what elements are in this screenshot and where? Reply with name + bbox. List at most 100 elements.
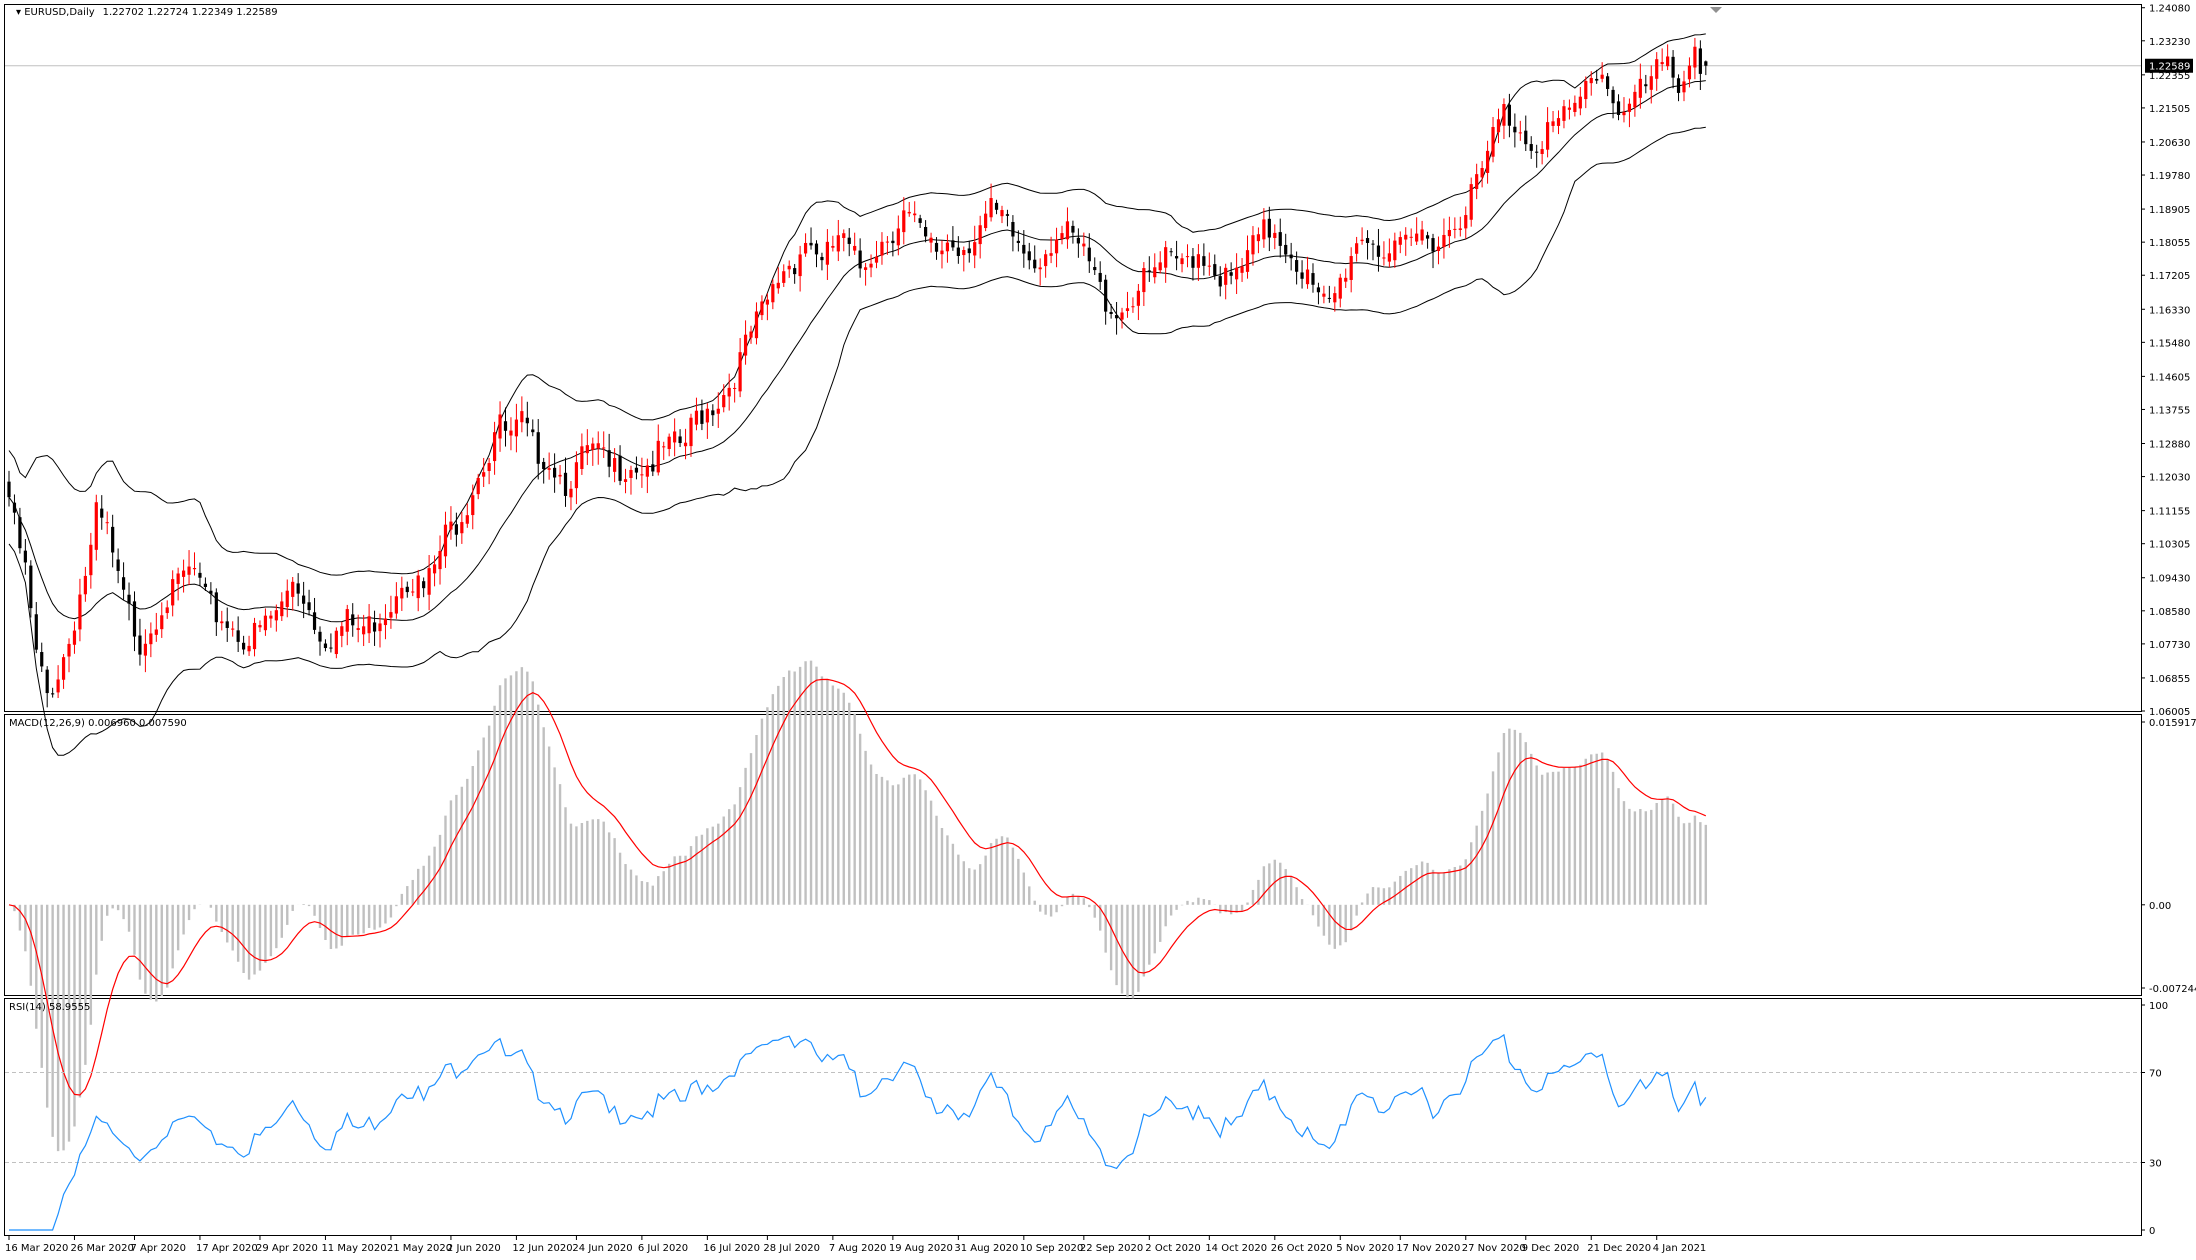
- macd-title: MACD(12,26,9) 0.006960 0.007590: [9, 718, 187, 729]
- symbol-label: EURUSD,Daily: [24, 7, 95, 18]
- price-axis-label: 1.13755: [2149, 405, 2190, 416]
- candle-body: [1224, 267, 1228, 285]
- candle-body: [929, 237, 933, 243]
- candle-body: [443, 524, 448, 557]
- time-axis-label: 16 Mar 2020: [5, 1243, 68, 1254]
- candle-body: [1016, 240, 1020, 244]
- candle-body: [662, 446, 666, 448]
- candle-body: [1022, 244, 1026, 254]
- candle-body: [378, 623, 382, 632]
- candle-body: [203, 583, 208, 587]
- candle-body: [1502, 104, 1506, 126]
- candle-body: [1382, 257, 1386, 259]
- candle-body: [362, 626, 366, 635]
- candle-body: [34, 614, 38, 650]
- candle-body: [1529, 144, 1533, 151]
- candle-body: [121, 577, 126, 590]
- candle-body: [198, 572, 202, 578]
- time-axis-label: 14 Oct 2020: [1205, 1243, 1267, 1254]
- candle-body: [1076, 237, 1080, 244]
- candle-body: [422, 581, 426, 589]
- candle-body: [558, 474, 562, 477]
- candle-body: [1671, 56, 1675, 78]
- candle-body: [607, 450, 611, 467]
- candle-body: [1524, 130, 1528, 145]
- candle-body: [72, 630, 77, 645]
- candle-body: [1436, 246, 1441, 251]
- candle-body: [220, 621, 224, 624]
- candle-body: [1458, 228, 1462, 230]
- time-axis-label: 21 Dec 2020: [1587, 1243, 1651, 1254]
- candle-body: [154, 629, 158, 635]
- candle-body: [236, 630, 240, 642]
- candle-body: [1191, 256, 1195, 268]
- candle-body: [143, 643, 147, 656]
- candle-body: [596, 443, 600, 449]
- candle-body: [138, 635, 142, 655]
- candle-body: [1071, 225, 1075, 233]
- price-axis-label: 1.06855: [2149, 674, 2190, 685]
- candle-body: [618, 455, 622, 481]
- time-axis-label: 2 Oct 2020: [1145, 1243, 1200, 1254]
- candle-body: [1376, 245, 1381, 257]
- candle-body: [1567, 107, 1572, 110]
- candle-body: [1196, 254, 1201, 268]
- candle-body: [1109, 311, 1113, 314]
- candle-body: [536, 432, 540, 464]
- menu-triangle-icon[interactable]: ▾: [16, 7, 24, 18]
- candle-body: [918, 218, 922, 223]
- candle-body: [1295, 260, 1299, 272]
- price-axis-label: 1.18055: [2149, 238, 2190, 249]
- candle-body: [787, 265, 791, 270]
- candle-body: [1475, 174, 1479, 190]
- candle-body: [78, 594, 82, 630]
- candle-body: [427, 568, 431, 595]
- candle-body: [574, 462, 579, 489]
- candle-body: [1245, 250, 1250, 272]
- candle-body: [492, 432, 497, 462]
- candle-body: [542, 461, 546, 470]
- candle-body: [1300, 272, 1304, 279]
- candle-body: [651, 464, 655, 472]
- price-axis-label: 1.12880: [2149, 440, 2190, 451]
- macd-axis-label: 0.00: [2149, 901, 2171, 912]
- candle-body: [1229, 272, 1233, 276]
- candle-body: [498, 414, 502, 439]
- price-axis-label: 1.07730: [2149, 640, 2190, 651]
- candlestick-series: [7, 37, 1708, 708]
- candle-body: [105, 522, 109, 524]
- shift-marker-icon[interactable]: [1710, 7, 1722, 13]
- candle-body: [214, 592, 218, 623]
- candle-body: [1316, 287, 1321, 293]
- candle-body: [1240, 266, 1244, 273]
- candle-body: [678, 436, 682, 444]
- candle-body: [187, 566, 191, 575]
- candle-body: [351, 614, 355, 626]
- candle-body: [1704, 61, 1708, 66]
- time-axis-label: 16 Jul 2020: [703, 1243, 760, 1254]
- candle-body: [1649, 76, 1653, 90]
- candle-body: [192, 568, 197, 570]
- time-axis-label: 22 Sep 2020: [1080, 1243, 1143, 1254]
- candle-body: [1682, 81, 1686, 93]
- candle-body: [291, 581, 295, 597]
- candle-body: [1125, 308, 1130, 312]
- candle-body: [722, 395, 726, 408]
- candle-body: [1207, 265, 1211, 267]
- candle-body: [907, 211, 911, 214]
- candle-body: [782, 271, 786, 283]
- candle-body: [132, 601, 137, 637]
- bollinger-upper-band: [8, 33, 1706, 576]
- time-axis-label: 7 Apr 2020: [130, 1243, 185, 1254]
- candle-body: [738, 352, 742, 392]
- candle-body: [100, 508, 104, 518]
- candle-body: [12, 502, 17, 513]
- candle-body: [1676, 78, 1681, 93]
- candle-body: [553, 467, 557, 478]
- candle-body: [45, 669, 49, 694]
- price-axis-label: 1.11155: [2149, 507, 2190, 518]
- candle-body: [1545, 122, 1550, 150]
- candle-body: [160, 615, 164, 630]
- candle-body: [1131, 306, 1135, 308]
